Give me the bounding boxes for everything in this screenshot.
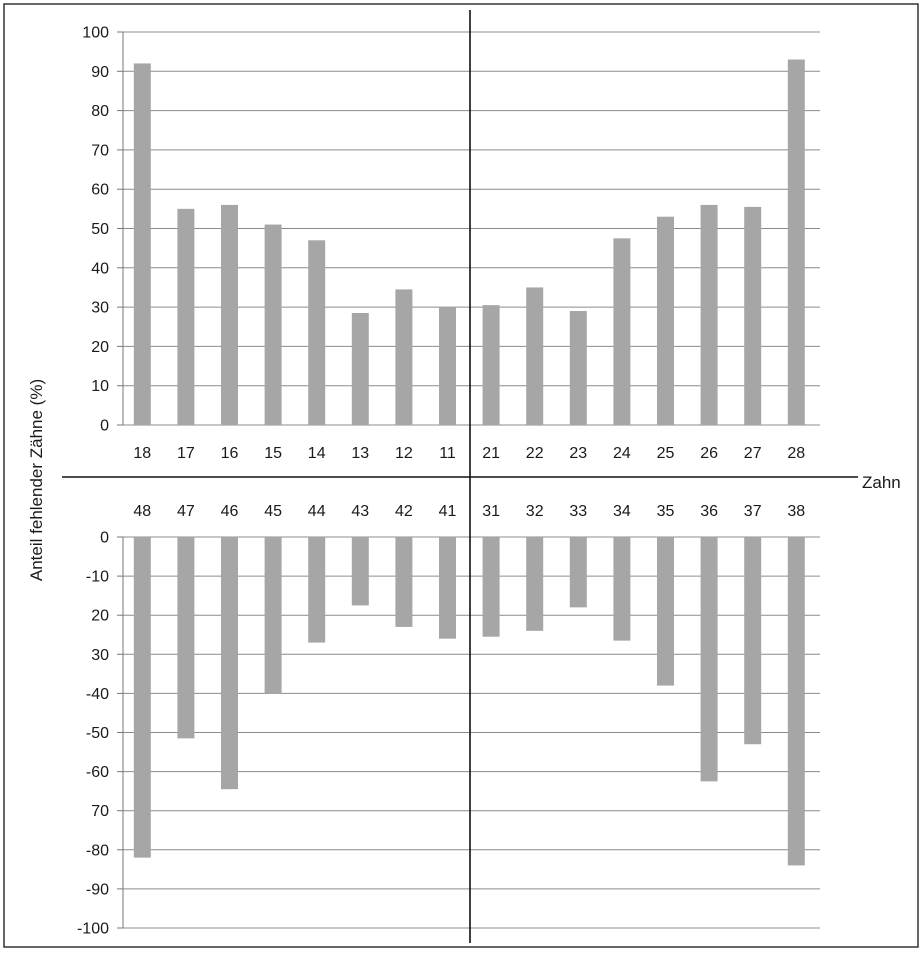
- upper-bars: [133, 59, 805, 425]
- upper-bar-24: [613, 238, 631, 425]
- upper-category-label: 11: [439, 445, 456, 462]
- lower-bar-31: [482, 537, 500, 637]
- upper-category-label: 17: [177, 445, 195, 462]
- upper-tick-label: 20: [91, 339, 109, 356]
- lower-tick-label: 70: [91, 803, 109, 820]
- upper-tick-label: 100: [82, 25, 109, 42]
- lower-tick-label: -90: [86, 881, 109, 898]
- lower-category-label: 34: [613, 503, 631, 520]
- upper-tick-label: 10: [91, 378, 109, 395]
- upper-category-label: 23: [569, 445, 587, 462]
- upper-tick-label: 60: [91, 182, 109, 199]
- upper-bar-18: [133, 63, 151, 425]
- upper-category-label: 28: [787, 445, 805, 462]
- lower-category-label: 41: [439, 503, 457, 520]
- lower-bar-34: [613, 537, 631, 641]
- lower-bar-48: [133, 537, 151, 858]
- upper-category-label: 27: [744, 445, 762, 462]
- lower-tick-label: -50: [86, 725, 109, 742]
- upper-bar-25: [657, 216, 674, 425]
- upper-category-label: 26: [700, 445, 718, 462]
- upper-tick-label: 80: [91, 103, 109, 120]
- lower-tick-label: -60: [86, 764, 109, 781]
- lower-category-labels: 48 47 46 45 44 43 42 41 31 32 33 34 35 36 37 38: [133, 503, 805, 520]
- lower-bar-47: [177, 537, 195, 739]
- lower-category-label: 48: [133, 503, 151, 520]
- lower-category-label: 47: [177, 503, 195, 520]
- y-axis-title: Anteil fehlender Zähne (%): [27, 379, 46, 581]
- upper-category-label: 15: [264, 445, 282, 462]
- lower-bar-46: [221, 537, 238, 790]
- upper-category-label: 22: [526, 445, 544, 462]
- upper-bar-11: [439, 307, 456, 425]
- upper-bar-23: [569, 311, 587, 425]
- lower-bar-42: [395, 537, 413, 627]
- upper-tick-label: 30: [91, 300, 109, 317]
- upper-bar-12: [395, 289, 413, 425]
- lower-category-label: 43: [351, 503, 369, 520]
- lower-category-label: 42: [395, 503, 413, 520]
- lower-bar-37: [744, 537, 762, 745]
- lower-bar-43: [351, 537, 369, 606]
- lower-bar-44: [308, 537, 326, 643]
- lower-bar-45: [264, 537, 282, 694]
- lower-category-label: 37: [744, 503, 762, 520]
- upper-category-label: 13: [351, 445, 369, 462]
- lower-bar-35: [657, 537, 674, 686]
- upper-bar-26: [700, 204, 718, 425]
- lower-tick-label: -40: [86, 686, 109, 703]
- upper-category-label: 21: [482, 445, 500, 462]
- upper-tick-label: 0: [100, 418, 109, 435]
- upper-bar-28: [787, 59, 805, 425]
- upper-category-labels: 18 17 16 15 14 13 12 11 21 22 23 24 25 26 27 28: [133, 445, 805, 462]
- lower-category-label: 46: [221, 503, 239, 520]
- lower-tick-label: 30: [91, 647, 109, 664]
- lower-bar-38: [787, 537, 805, 866]
- lower-category-label: 32: [526, 503, 544, 520]
- x-axis-title: Zahn: [862, 473, 901, 492]
- upper-bar-14: [308, 240, 326, 425]
- upper-tick-labels: 0 10 20 30 40 50 60 70 80 90 100: [82, 25, 109, 435]
- lower-category-label: 36: [700, 503, 718, 520]
- lower-tick-label: 0: [100, 530, 109, 547]
- lower-tick-label: -80: [86, 842, 109, 859]
- lower-category-label: 33: [569, 503, 587, 520]
- upper-tick-label: 90: [91, 64, 109, 81]
- lower-tick-label: -10: [86, 569, 109, 586]
- upper-bar-17: [177, 208, 195, 425]
- upper-bar-22: [526, 287, 544, 425]
- lower-category-label: 45: [264, 503, 282, 520]
- upper-category-label: 18: [133, 445, 151, 462]
- lower-bar-41: [439, 537, 456, 639]
- frame-border: [3, 3, 919, 948]
- lower-tick-labels: 0 -10 20 30 -40 -50 -60 70 -80 -90 -100: [77, 530, 109, 938]
- upper-category-label: 12: [395, 445, 413, 462]
- upper-bar-27: [744, 206, 762, 425]
- upper-bar-16: [221, 204, 238, 425]
- lower-tick-label: 20: [91, 608, 109, 625]
- upper-tick-label: 70: [91, 142, 109, 159]
- upper-category-label: 14: [308, 445, 326, 462]
- lower-category-label: 31: [482, 503, 500, 520]
- upper-category-label: 24: [613, 445, 631, 462]
- lower-bar-36: [700, 537, 718, 782]
- lower-tick-label: -100: [77, 921, 109, 938]
- lower-bar-33: [569, 537, 587, 608]
- lower-category-label: 38: [787, 503, 805, 520]
- upper-category-label: 16: [221, 445, 239, 462]
- upper-bar-21: [482, 305, 500, 425]
- lower-bar-32: [526, 537, 544, 631]
- upper-category-label: 25: [657, 445, 675, 462]
- lower-bars: [133, 537, 805, 866]
- lower-category-label: 35: [657, 503, 675, 520]
- lower-category-label: 44: [308, 503, 326, 520]
- upper-tick-label: 40: [91, 260, 109, 277]
- upper-bar-13: [351, 312, 369, 425]
- upper-tick-label: 50: [91, 221, 109, 238]
- upper-bar-15: [264, 224, 282, 425]
